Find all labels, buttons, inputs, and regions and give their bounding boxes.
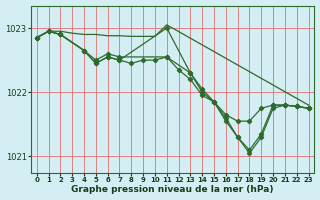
X-axis label: Graphe pression niveau de la mer (hPa): Graphe pression niveau de la mer (hPa) bbox=[71, 185, 274, 194]
